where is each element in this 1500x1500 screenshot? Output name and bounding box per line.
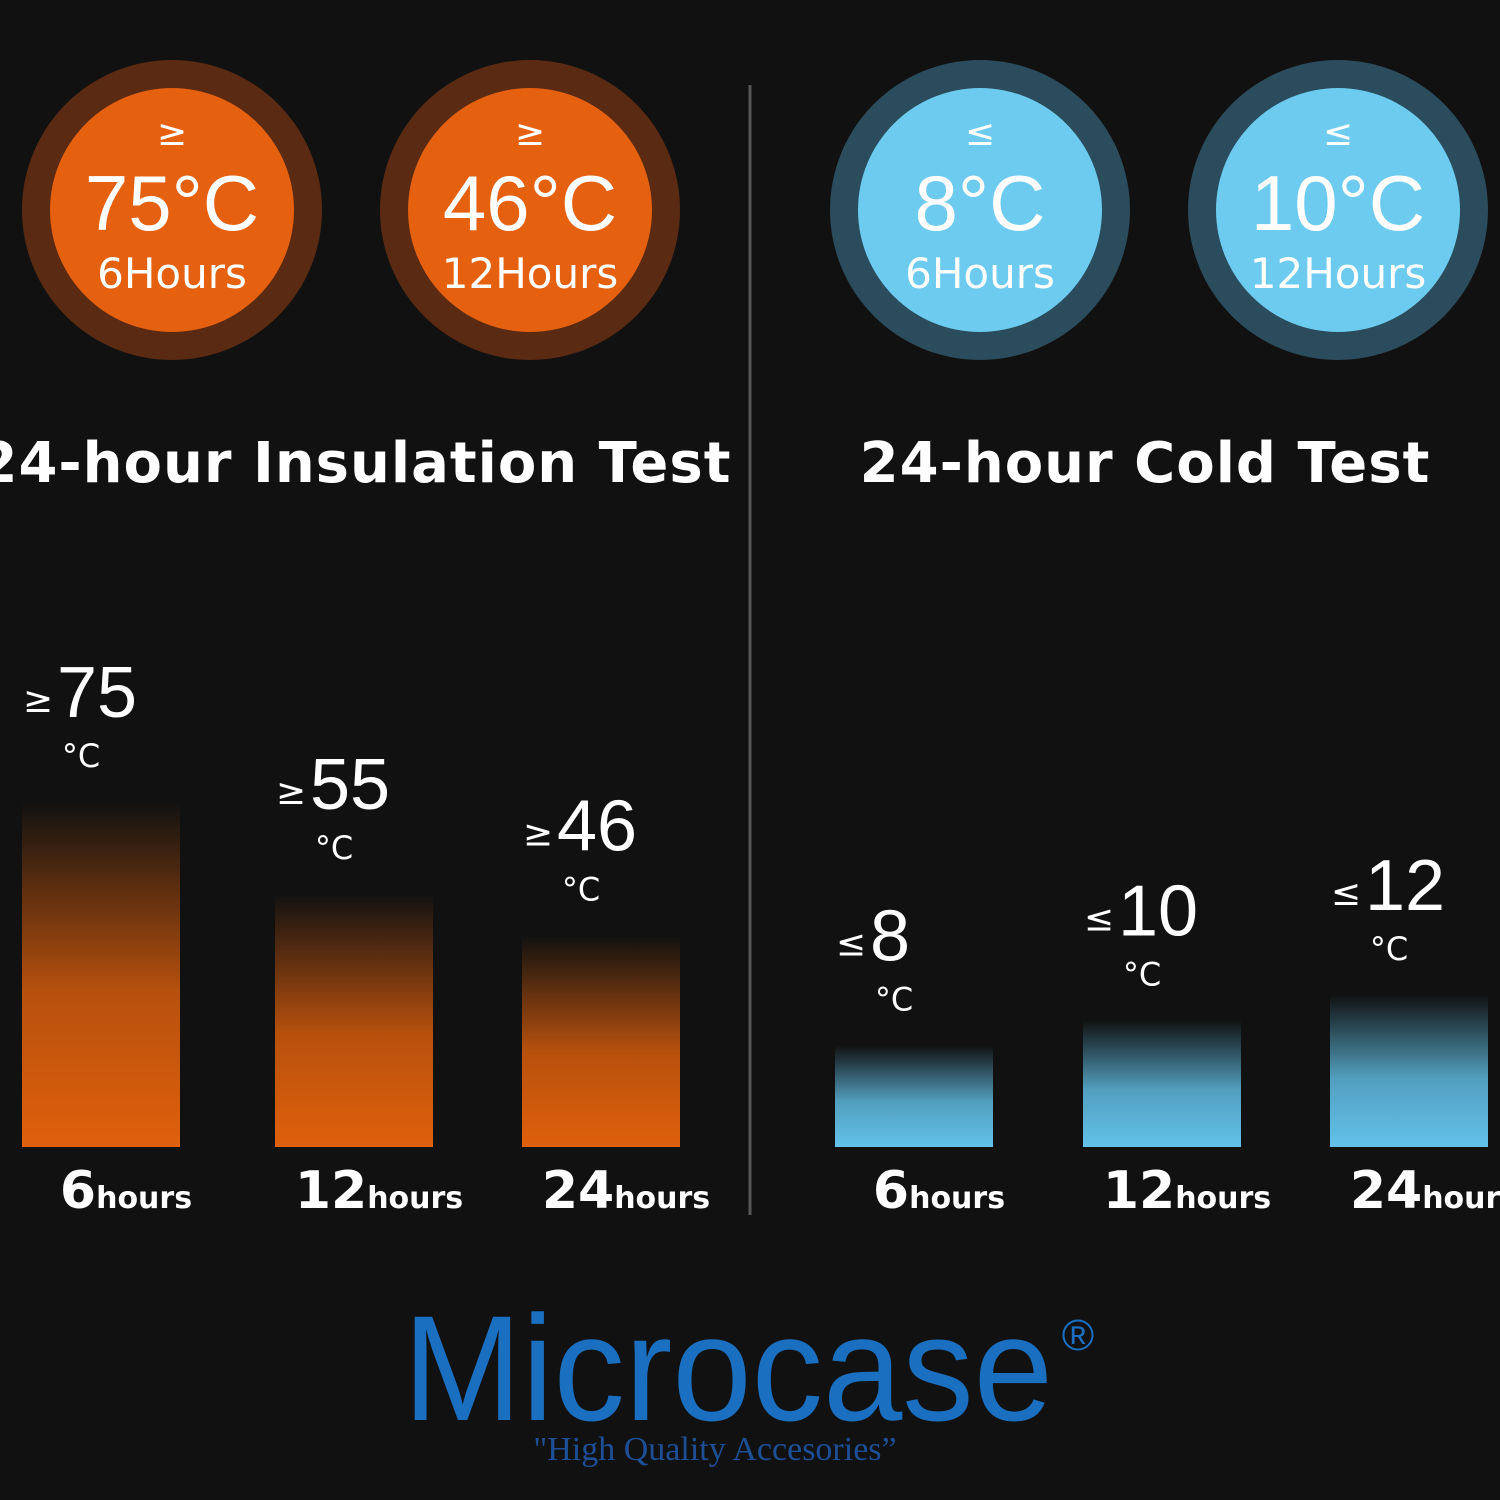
bar (1083, 1020, 1241, 1147)
bar (1330, 995, 1488, 1147)
badge-label: 8°C (915, 159, 1046, 247)
category: 24 (542, 1161, 614, 1221)
value-unit: °C (875, 981, 913, 1019)
value-unit: °C (562, 870, 600, 908)
badge-label: 10°C (1251, 159, 1425, 247)
badge-symbol: ≤ (1323, 113, 1353, 154)
value-prefix: ≤ (1331, 873, 1361, 914)
category: 6 (873, 1161, 909, 1221)
value-prefix: ≥ (23, 680, 53, 721)
value-prefix: ≤ (836, 924, 866, 965)
badge-core (1216, 88, 1460, 332)
badge-label: 46°C (443, 159, 617, 247)
chart-title: 24-hour Insulation Test (0, 431, 732, 496)
value-unit: °C (1123, 955, 1161, 993)
badge-caption: 6Hours (97, 249, 247, 298)
value-label: 55 (310, 745, 390, 825)
x-tick-label: 6hours (873, 1161, 1005, 1221)
value-label: 46 (557, 786, 637, 866)
badge-caption: 12Hours (1250, 249, 1427, 298)
brand-mark: ® (1062, 1311, 1094, 1360)
badge-core (858, 88, 1102, 332)
category: 12 (295, 1161, 367, 1221)
bar (22, 802, 180, 1147)
category: 12 (1103, 1161, 1175, 1221)
badge-caption: 12Hours (442, 249, 619, 298)
badge-symbol: ≥ (515, 113, 545, 154)
value-unit: °C (62, 737, 100, 775)
badge-core (408, 88, 652, 332)
category: 24 (1350, 1161, 1422, 1221)
brand-name: Microcase (403, 1284, 1053, 1452)
brand-tagline: "High Quality Accesories” (533, 1431, 896, 1468)
value-label: 75 (57, 653, 137, 733)
value-label: 10 (1118, 871, 1198, 951)
value-label: 12 (1365, 846, 1445, 926)
value-prefix: ≥ (523, 813, 553, 854)
badge-label: 75°C (85, 159, 259, 247)
category-unit: hours (367, 1181, 463, 1216)
category-unit: hours (614, 1181, 710, 1216)
badge-caption: 6Hours (905, 249, 1055, 298)
badge-core (50, 88, 294, 332)
badge-symbol: ≥ (157, 113, 187, 154)
badge-symbol: ≤ (965, 113, 995, 154)
category: 6 (60, 1161, 96, 1221)
x-tick-label: 24hours (542, 1161, 710, 1221)
value-label: 8 (870, 897, 910, 977)
category-unit: hours (1422, 1181, 1500, 1216)
category-unit: hours (909, 1181, 1005, 1216)
value-prefix: ≤ (1084, 898, 1114, 939)
bar (835, 1045, 993, 1147)
bar (275, 894, 433, 1147)
value-unit: °C (1370, 930, 1408, 968)
value-prefix: ≥ (276, 772, 306, 813)
x-tick-label: 12hours (295, 1161, 463, 1221)
x-tick-label: 6hours (60, 1161, 192, 1221)
chart-title: 24-hour Cold Test (860, 431, 1431, 496)
category-unit: hours (1175, 1181, 1271, 1216)
bar (522, 935, 680, 1147)
x-tick-label: 24hours (1350, 1161, 1500, 1221)
category-unit: hours (96, 1181, 192, 1216)
x-tick-label: 12hours (1103, 1161, 1271, 1221)
value-unit: °C (315, 829, 353, 867)
